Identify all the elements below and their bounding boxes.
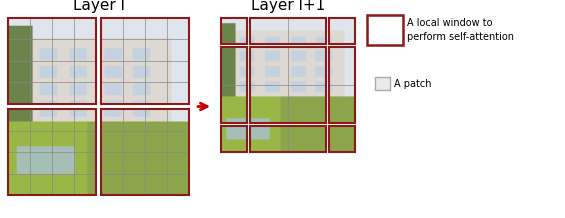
Bar <box>221 18 247 44</box>
Text: perform self-attention: perform self-attention <box>407 32 514 43</box>
Bar <box>329 126 355 152</box>
Bar <box>101 109 189 195</box>
Bar <box>250 126 326 152</box>
Text: A local window to: A local window to <box>407 17 493 27</box>
Text: Layer l: Layer l <box>72 0 124 13</box>
Text: A patch: A patch <box>394 78 432 89</box>
Bar <box>221 47 247 123</box>
Bar <box>101 18 189 104</box>
Text: Layer l+1: Layer l+1 <box>251 0 325 13</box>
Bar <box>375 77 390 90</box>
Bar <box>8 18 96 104</box>
Bar <box>8 109 96 195</box>
Bar <box>221 126 247 152</box>
Bar <box>329 18 355 44</box>
Bar <box>367 15 403 45</box>
Bar <box>250 18 326 44</box>
Bar <box>250 47 326 123</box>
Bar <box>329 47 355 123</box>
